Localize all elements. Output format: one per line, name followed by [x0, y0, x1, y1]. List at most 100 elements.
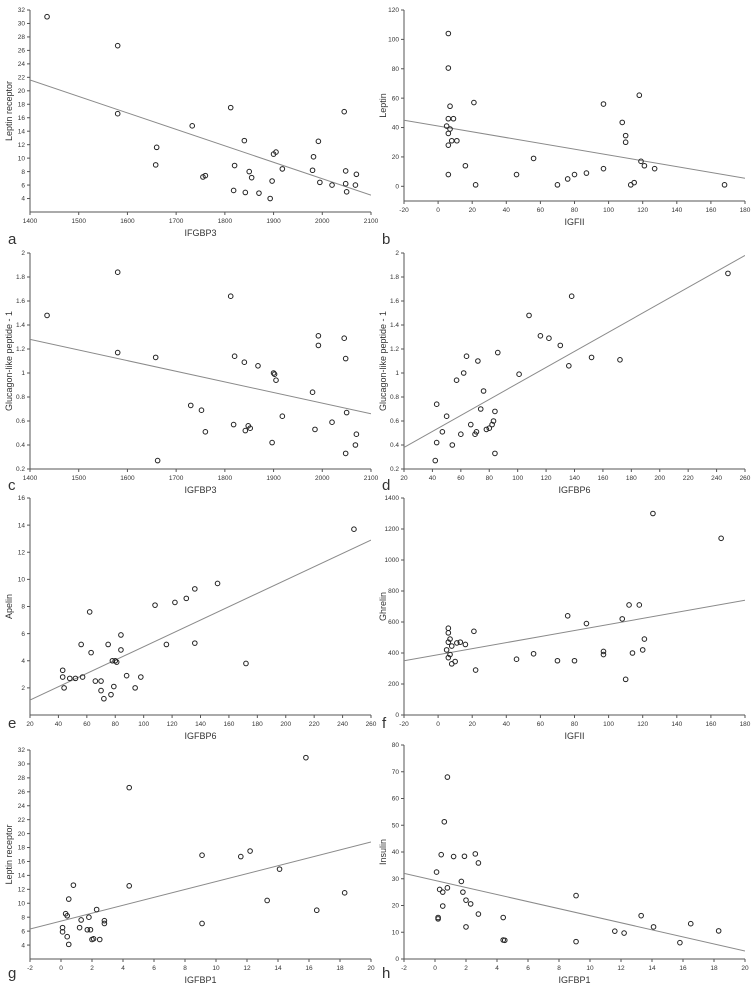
x-tick-label: 18 — [336, 965, 344, 972]
data-point — [132, 685, 138, 691]
data-point — [315, 138, 322, 145]
regression-line — [404, 254, 745, 448]
y-tick-label: 26 — [18, 789, 26, 796]
data-point — [310, 153, 317, 160]
data-point — [472, 667, 479, 673]
x-tick-label: 40 — [429, 475, 437, 482]
y-tick-label: 30 — [18, 21, 26, 28]
data-point — [231, 162, 238, 169]
x-tick-label: 1400 — [23, 475, 38, 482]
x-tick-label: 140 — [671, 207, 682, 214]
data-point — [101, 920, 108, 927]
data-point — [450, 853, 457, 860]
x-tick-label: 120 — [541, 475, 552, 482]
data-point — [101, 917, 108, 924]
data-point — [492, 450, 498, 457]
y-tick-label: 600 — [388, 619, 399, 626]
y-axis-label: Glucagon-like peptide - 1 — [378, 311, 388, 411]
data-point — [312, 426, 318, 433]
data-point — [639, 647, 646, 653]
data-point — [271, 371, 278, 378]
y-tick-label: 0.4 — [16, 442, 25, 449]
panel-h: -2 0 2 4 6 8 10 12 14 16 18 2001020304050607080IGFB… — [378, 742, 749, 985]
y-axis-label: Glucagon-like peptide - 1 — [4, 311, 14, 411]
x-tick-label: 2 — [90, 965, 94, 972]
y-tick-label: 70 — [392, 769, 400, 776]
panel-letter: e — [8, 715, 16, 732]
x-axis-label: IGFII — [565, 731, 585, 741]
x-tick-label: -2 — [27, 965, 33, 972]
data-point — [309, 167, 316, 174]
y-tick-label: 1.2 — [390, 346, 399, 353]
y-tick-label: 100 — [388, 37, 399, 44]
x-tick-label: 60 — [83, 721, 91, 728]
data-point — [108, 691, 114, 698]
x-tick-label: 14 — [274, 965, 282, 972]
data-point — [564, 613, 571, 619]
data-point — [494, 349, 501, 356]
y-tick-label: 1.8 — [390, 274, 399, 281]
data-point — [492, 408, 498, 415]
y-tick-label: 18 — [18, 101, 26, 108]
data-point — [152, 354, 159, 361]
data-point — [619, 616, 626, 622]
y-tick-label: 0.4 — [390, 442, 399, 449]
data-point — [112, 657, 119, 664]
y-axis-label: Leptin — [378, 93, 388, 118]
x-tick-label: 100 — [603, 207, 614, 214]
y-tick-label: 20 — [18, 88, 26, 95]
data-point — [352, 442, 359, 448]
y-tick-label: 1.4 — [390, 322, 399, 329]
data-point — [202, 172, 209, 179]
data-point — [718, 535, 724, 542]
regression-line — [404, 119, 745, 179]
y-tick-label: 0.6 — [390, 418, 399, 425]
x-tick-label: 220 — [309, 721, 320, 728]
x-tick-label: 220 — [683, 475, 694, 482]
data-point — [86, 609, 93, 615]
data-point — [199, 852, 205, 858]
y-tick-label: 800 — [388, 588, 399, 595]
data-point — [183, 595, 190, 602]
y-tick-label: 4 — [21, 942, 25, 949]
panel-letter: d — [382, 477, 390, 494]
data-point — [444, 885, 451, 891]
x-tick-label: 1800 — [218, 475, 233, 482]
data-point — [315, 342, 322, 349]
data-point — [513, 171, 520, 178]
data-point — [677, 939, 683, 946]
data-point — [276, 866, 283, 872]
data-point — [463, 924, 469, 930]
x-tick-label: 6 — [526, 965, 530, 972]
y-tick-label: 0 — [395, 956, 399, 963]
x-tick-label: 160 — [597, 475, 608, 482]
data-point — [227, 104, 234, 111]
x-tick-label: 20 — [469, 721, 477, 728]
x-tick-label: 2000 — [315, 218, 330, 225]
data-point — [270, 370, 277, 376]
data-point — [65, 896, 72, 902]
data-point — [433, 869, 440, 875]
y-axis-label: Apelin — [4, 594, 14, 619]
data-point — [273, 149, 279, 155]
x-tick-label: 8 — [183, 965, 187, 972]
x-tick-label: 4 — [495, 965, 499, 972]
y-axis-label: Ghrelin — [378, 592, 388, 621]
x-tick-label: 120 — [167, 721, 178, 728]
y-tick-label: 2 — [395, 250, 399, 257]
data-point — [526, 312, 532, 319]
data-point — [192, 640, 198, 646]
x-axis-label: IGFBP1 — [184, 975, 216, 985]
data-point — [557, 342, 564, 349]
data-point — [438, 851, 445, 858]
y-tick-label: 4 — [21, 196, 25, 203]
y-tick-label: 40 — [392, 849, 400, 856]
regression-line — [30, 539, 371, 701]
y-tick-label: 10 — [392, 929, 400, 936]
data-point — [247, 425, 253, 432]
x-tick-label: 1700 — [169, 218, 184, 225]
data-point — [313, 907, 320, 914]
x-axis-label: IFGBP3 — [184, 228, 216, 238]
data-point — [315, 333, 322, 339]
x-tick-label: 2100 — [364, 218, 379, 225]
